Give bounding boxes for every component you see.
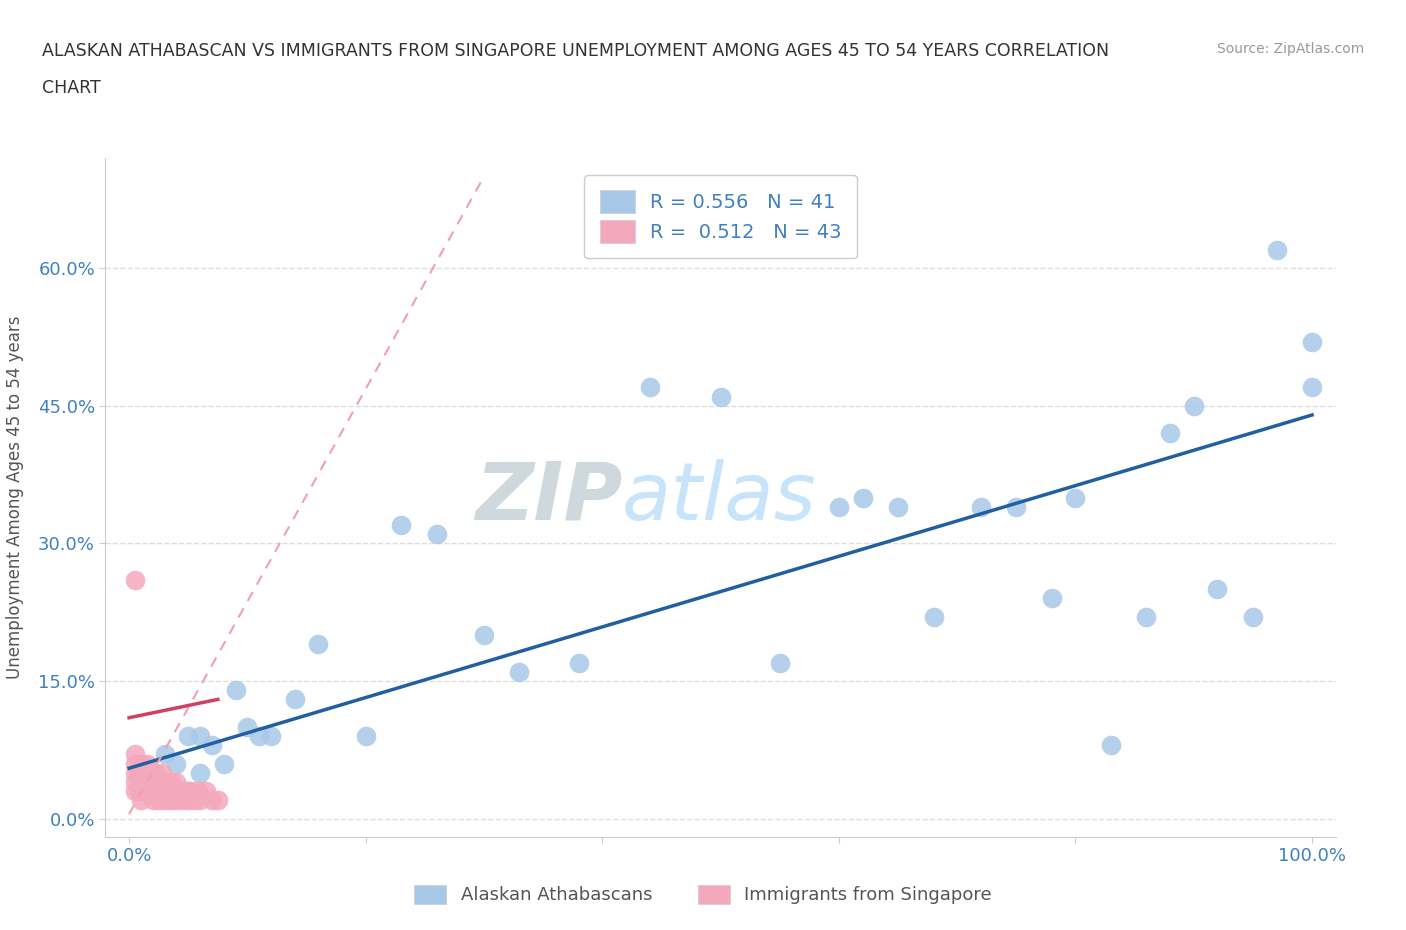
Point: [508, 664, 530, 679]
Point: [153, 747, 176, 762]
Point: [354, 728, 377, 743]
Legend: R = 0.556   N = 41, R =  0.512   N = 43: R = 0.556 N = 41, R = 0.512 N = 43: [583, 175, 858, 259]
Point: [124, 756, 146, 771]
Point: [165, 775, 187, 790]
Point: [153, 793, 176, 808]
Text: Source: ZipAtlas.com: Source: ZipAtlas.com: [1216, 42, 1364, 56]
Point: [148, 775, 170, 790]
Point: [1301, 334, 1323, 349]
Point: [568, 656, 591, 671]
Point: [177, 728, 200, 743]
Point: [150, 765, 173, 780]
Point: [201, 793, 224, 808]
Point: [165, 784, 187, 799]
Legend: Alaskan Athabascans, Immigrants from Singapore: Alaskan Athabascans, Immigrants from Sin…: [406, 878, 1000, 911]
Point: [183, 793, 205, 808]
Point: [172, 793, 194, 808]
Point: [247, 728, 270, 743]
Point: [163, 784, 186, 799]
Point: [135, 784, 157, 799]
Point: [709, 389, 731, 404]
Point: [1040, 591, 1063, 606]
Point: [135, 756, 157, 771]
Point: [124, 784, 146, 799]
Point: [180, 784, 202, 799]
Point: [207, 793, 229, 808]
Point: [1182, 398, 1205, 413]
Point: [124, 573, 146, 588]
Point: [167, 784, 190, 799]
Point: [188, 793, 211, 808]
Point: [188, 765, 211, 780]
Text: atlas: atlas: [621, 458, 817, 537]
Point: [165, 756, 187, 771]
Point: [150, 784, 173, 799]
Point: [142, 793, 165, 808]
Point: [128, 765, 150, 780]
Point: [201, 737, 224, 752]
Point: [128, 784, 150, 799]
Point: [129, 793, 152, 808]
Point: [187, 784, 209, 799]
Point: [142, 775, 165, 790]
Point: [159, 775, 181, 790]
Point: [1206, 582, 1229, 597]
Point: [124, 765, 146, 780]
Point: [129, 756, 152, 771]
Point: [124, 747, 146, 762]
Point: [143, 784, 166, 799]
Point: [139, 765, 162, 780]
Point: [970, 499, 993, 514]
Point: [195, 784, 218, 799]
Text: CHART: CHART: [42, 79, 101, 97]
Point: [769, 656, 792, 671]
Point: [143, 765, 166, 780]
Point: [236, 720, 259, 735]
Point: [124, 775, 146, 790]
Point: [132, 765, 155, 780]
Point: [426, 526, 449, 541]
Point: [132, 784, 155, 799]
Point: [887, 499, 910, 514]
Y-axis label: Unemployment Among Ages 45 to 54 years: Unemployment Among Ages 45 to 54 years: [6, 316, 24, 679]
Point: [225, 683, 247, 698]
Point: [159, 793, 181, 808]
Point: [1135, 609, 1157, 624]
Point: [828, 499, 851, 514]
Point: [1099, 737, 1122, 752]
Point: [188, 728, 211, 743]
Point: [156, 784, 179, 799]
Point: [389, 518, 412, 533]
Point: [165, 793, 187, 808]
Point: [1159, 426, 1181, 441]
Point: [148, 793, 170, 808]
Point: [177, 784, 200, 799]
Point: [1241, 609, 1264, 624]
Point: [260, 728, 283, 743]
Point: [1005, 499, 1028, 514]
Point: [212, 756, 235, 771]
Point: [472, 628, 495, 643]
Point: [174, 784, 197, 799]
Point: [139, 784, 162, 799]
Point: [307, 637, 329, 652]
Text: ALASKAN ATHABASCAN VS IMMIGRANTS FROM SINGAPORE UNEMPLOYMENT AMONG AGES 45 TO 54: ALASKAN ATHABASCAN VS IMMIGRANTS FROM SI…: [42, 42, 1109, 60]
Point: [922, 609, 945, 624]
Point: [851, 490, 873, 505]
Point: [284, 692, 307, 707]
Point: [638, 380, 661, 395]
Point: [1301, 380, 1323, 395]
Text: ZIP: ZIP: [475, 458, 621, 537]
Point: [1064, 490, 1087, 505]
Point: [129, 775, 152, 790]
Point: [177, 793, 200, 808]
Point: [153, 775, 176, 790]
Point: [1265, 243, 1288, 258]
